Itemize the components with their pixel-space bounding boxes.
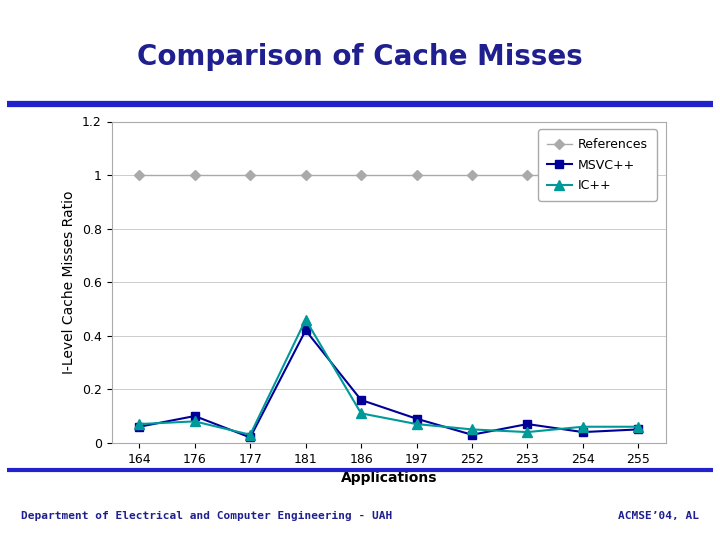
- IC++: [578, 423, 587, 430]
- References: [634, 172, 642, 178]
- MSVC++: [523, 421, 531, 427]
- IC++: [135, 421, 144, 427]
- References: [468, 172, 477, 178]
- Text: Department of Electrical and Computer Engineering - UAH: Department of Electrical and Computer En…: [22, 511, 392, 521]
- References: [246, 172, 255, 178]
- Text: ACMSE’04, AL: ACMSE’04, AL: [618, 511, 698, 521]
- References: [301, 172, 310, 178]
- References: [190, 172, 199, 178]
- MSVC++: [135, 423, 144, 430]
- Line: IC++: IC++: [135, 315, 643, 440]
- MSVC++: [301, 327, 310, 334]
- IC++: [412, 421, 420, 427]
- Text: Comparison of Cache Misses: Comparison of Cache Misses: [137, 43, 583, 71]
- IC++: [523, 429, 531, 435]
- MSVC++: [356, 397, 365, 403]
- IC++: [301, 316, 310, 323]
- References: [356, 172, 365, 178]
- MSVC++: [412, 415, 420, 422]
- MSVC++: [246, 434, 255, 441]
- Line: References: References: [136, 172, 642, 179]
- References: [523, 172, 531, 178]
- MSVC++: [468, 431, 477, 438]
- IC++: [468, 426, 477, 433]
- IC++: [356, 410, 365, 416]
- IC++: [190, 418, 199, 424]
- IC++: [634, 423, 642, 430]
- Legend: References, MSVC++, IC++: References, MSVC++, IC++: [539, 130, 657, 201]
- Y-axis label: I-Level Cache Misses Ratio: I-Level Cache Misses Ratio: [63, 191, 76, 374]
- Line: MSVC++: MSVC++: [135, 326, 642, 442]
- MSVC++: [634, 426, 642, 433]
- References: [135, 172, 144, 178]
- References: [412, 172, 420, 178]
- X-axis label: Applications: Applications: [341, 471, 437, 485]
- References: [578, 172, 587, 178]
- IC++: [246, 431, 255, 438]
- MSVC++: [190, 413, 199, 419]
- MSVC++: [578, 429, 587, 435]
